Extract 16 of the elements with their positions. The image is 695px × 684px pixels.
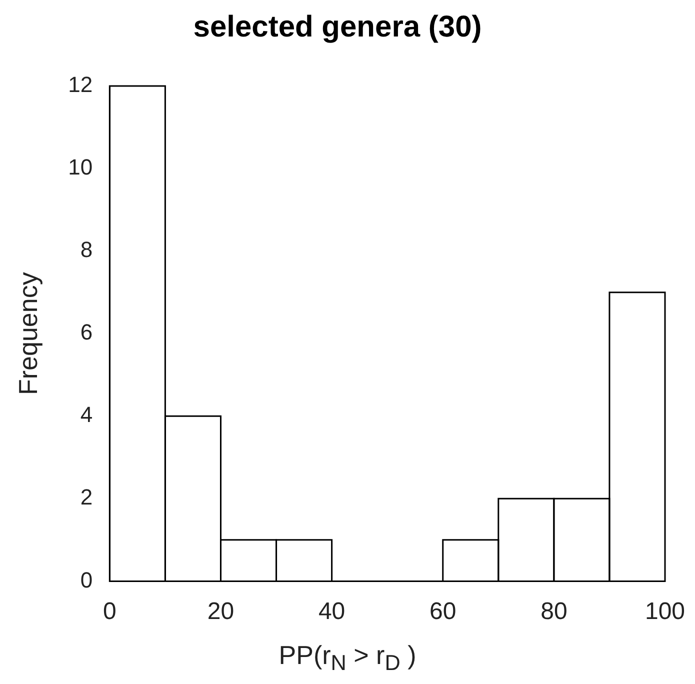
- y-tick-label: 8: [80, 237, 93, 262]
- chart-title: selected genera (30): [193, 10, 482, 44]
- x-tick-label: 60: [430, 598, 456, 626]
- x-tick-label: 80: [540, 598, 568, 626]
- x-tick-label: 100: [644, 598, 686, 626]
- x-tick-label: 40: [318, 598, 346, 626]
- y-tick-label: 0: [80, 567, 93, 592]
- y-tick-label: 12: [68, 72, 93, 98]
- x-tick-label: 0: [102, 598, 116, 626]
- x-axis-title: PP(r$_{N}$ > r$_{D}$ ): [278, 640, 418, 676]
- y-tick-label: 6: [80, 320, 93, 345]
- y-tick-label: 4: [80, 402, 93, 428]
- y-axis-title: Frequency: [12, 272, 43, 396]
- y-tick-label: 2: [80, 484, 93, 510]
- y-tick-label: 10: [68, 154, 93, 180]
- x-tick-label: 20: [207, 598, 234, 626]
